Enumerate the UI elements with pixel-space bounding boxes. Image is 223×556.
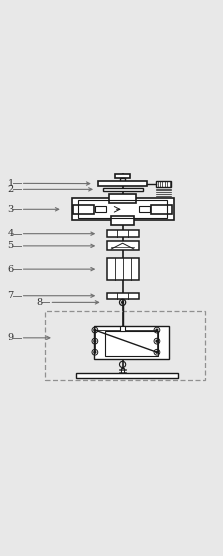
Bar — [107, 230, 139, 237]
Bar — [115, 174, 130, 178]
Bar — [76, 373, 178, 378]
Text: 5: 5 — [7, 241, 13, 250]
Bar — [120, 326, 125, 331]
Bar — [107, 292, 139, 299]
Bar — [94, 326, 169, 359]
Bar — [112, 216, 134, 225]
Bar — [107, 241, 139, 250]
Text: 1: 1 — [7, 179, 14, 188]
Text: 8: 8 — [36, 298, 42, 307]
Circle shape — [94, 351, 96, 353]
Bar — [121, 368, 124, 373]
Bar — [95, 206, 106, 212]
Bar — [151, 205, 172, 214]
Bar — [109, 194, 136, 202]
Bar — [156, 181, 171, 187]
Text: 3: 3 — [7, 205, 14, 214]
Bar — [139, 206, 150, 212]
Circle shape — [122, 301, 124, 303]
Bar — [73, 205, 94, 214]
Bar — [103, 187, 142, 191]
Circle shape — [156, 351, 158, 353]
Circle shape — [156, 329, 158, 331]
Bar — [72, 198, 173, 220]
Text: 2: 2 — [7, 185, 14, 194]
Bar — [45, 311, 204, 380]
Bar — [107, 258, 139, 280]
Circle shape — [156, 340, 158, 342]
Text: 9: 9 — [7, 334, 13, 342]
Circle shape — [94, 329, 96, 331]
Bar — [98, 181, 147, 186]
Text: 6: 6 — [7, 265, 13, 274]
Bar — [105, 331, 158, 356]
Bar — [78, 200, 167, 219]
Text: 4: 4 — [7, 229, 14, 238]
Text: 7: 7 — [7, 291, 14, 300]
Bar — [120, 178, 125, 182]
Circle shape — [94, 340, 96, 342]
